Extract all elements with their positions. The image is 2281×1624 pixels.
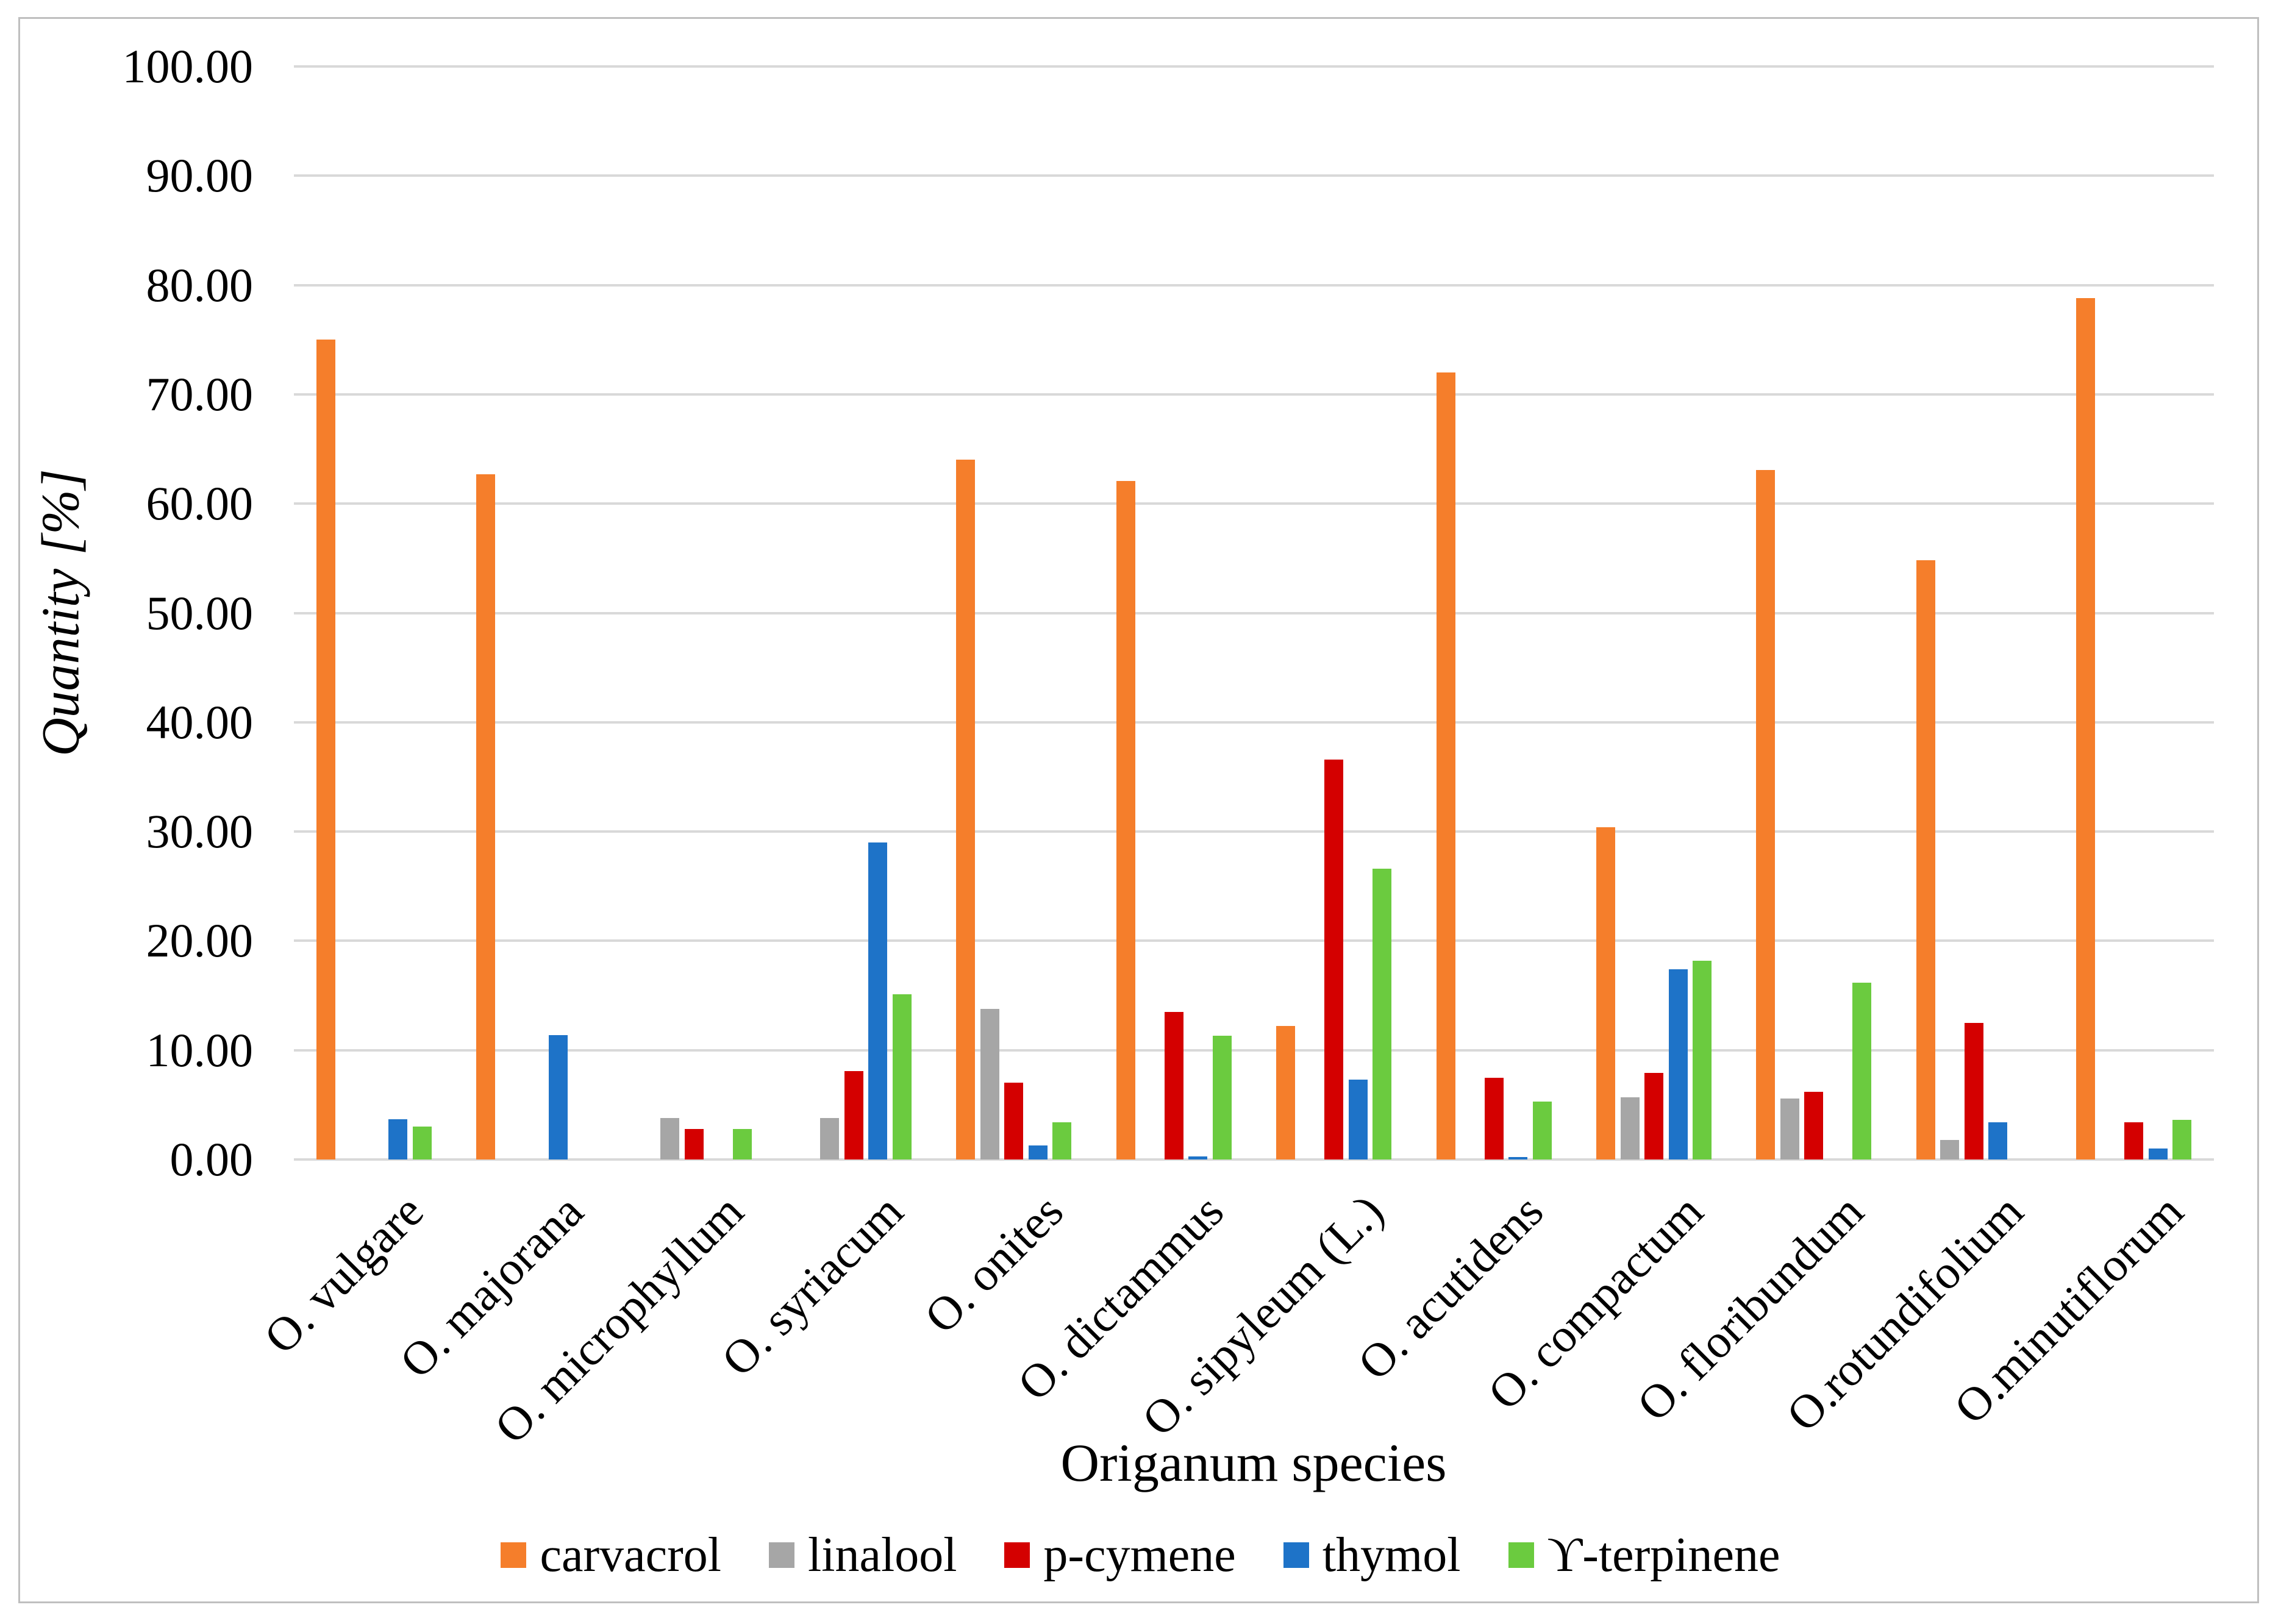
bar-ϒ-terpinene-O._compactum	[1693, 960, 1712, 1159]
legend-item: p-cymene	[1004, 1527, 1236, 1583]
bar-ϒ-terpinene-O._onites	[1052, 1122, 1072, 1159]
chart-border	[18, 17, 2259, 1603]
bar-thymol-O._sipyleum_(L.)	[1348, 1080, 1368, 1159]
bar-linalool-O._floribundum	[1780, 1098, 1799, 1159]
gridline	[294, 65, 2214, 68]
bar-carvacrol-O._compactum	[1596, 827, 1616, 1159]
bar-ϒ-terpinene-O._dictammus	[1212, 1036, 1232, 1159]
bar-carvacrol-O._majorana	[476, 474, 496, 1159]
gridline	[294, 830, 2214, 833]
gridline	[294, 1049, 2214, 1052]
gridline	[294, 283, 2214, 287]
bar-linalool-O._microphyllum	[660, 1117, 680, 1159]
bar-p-cymene-O._compactum	[1644, 1073, 1664, 1159]
legend-label: ϒ-terpinene	[1547, 1528, 1780, 1582]
bar-carvacrol-O._onites	[956, 460, 976, 1159]
y-axis-tick-label: 70.00	[146, 367, 254, 421]
y-axis-tick-label: 100.00	[122, 40, 254, 93]
gridline	[294, 174, 2214, 177]
legend-item: ϒ-terpinene	[1508, 1527, 1780, 1583]
bar-linalool-O.rotundifolium	[1940, 1139, 1960, 1159]
bar-carvacrol-O._vulgare	[316, 340, 335, 1159]
y-axis-title: Quantity [%]	[31, 469, 91, 757]
bar-p-cymene-O._microphyllum	[684, 1128, 704, 1159]
gridline	[294, 721, 2214, 724]
bar-p-cymene-O._dictammus	[1164, 1011, 1183, 1159]
bar-ϒ-terpinene-O._vulgare	[412, 1127, 432, 1159]
bar-ϒ-terpinene-O._sipyleum_(L.)	[1373, 869, 1392, 1159]
y-axis-tick-label: 80.00	[146, 258, 254, 312]
legend-swatch-icon	[1283, 1542, 1309, 1568]
bar-thymol-O._vulgare	[388, 1119, 408, 1159]
bar-p-cymene-O.rotundifolium	[1964, 1022, 1983, 1159]
bar-carvacrol-O.minutiflorum	[2076, 298, 2096, 1159]
bar-carvacrol-O.rotundifolium	[1916, 560, 1935, 1159]
legend-item: thymol	[1283, 1527, 1461, 1583]
bar-linalool-O._onites	[980, 1008, 999, 1159]
bar-thymol-O.minutiflorum	[2148, 1149, 2168, 1159]
bar-ϒ-terpinene-O._syriacum	[892, 994, 912, 1159]
gridline	[294, 502, 2214, 505]
legend-label: carvacrol	[540, 1528, 721, 1582]
bar-p-cymene-O._acutidens	[1484, 1077, 1504, 1159]
legend-swatch-icon	[1508, 1542, 1534, 1568]
x-axis-baseline	[294, 1158, 2214, 1161]
bar-p-cymene-O._floribundum	[1804, 1091, 1824, 1159]
legend-swatch-icon	[501, 1542, 527, 1568]
bar-p-cymene-O._onites	[1004, 1083, 1024, 1159]
bar-p-cymene-O._syriacum	[844, 1070, 863, 1159]
bar-thymol-O._compactum	[1668, 969, 1688, 1159]
legend-swatch-icon	[769, 1542, 794, 1568]
legend-item: carvacrol	[501, 1527, 721, 1583]
y-axis-tick-label: 60.00	[146, 477, 254, 530]
legend: carvacrol linalool p-cymene thymol ϒ-terpine…	[0, 1527, 2281, 1583]
bar-p-cymene-O._sipyleum_(L.)	[1324, 759, 1344, 1159]
bar-ϒ-terpinene-O._microphyllum	[732, 1128, 752, 1159]
legend-item: linalool	[769, 1527, 957, 1583]
bar-ϒ-terpinene-O._floribundum	[1852, 982, 1872, 1159]
y-axis-tick-label: 50.00	[146, 586, 254, 639]
bar-carvacrol-O._floribundum	[1756, 469, 1776, 1159]
bar-ϒ-terpinene-O.minutiflorum	[2172, 1120, 2192, 1159]
y-axis-tick-label: 40.00	[146, 695, 254, 749]
gridline	[294, 611, 2214, 614]
bar-linalool-O._compactum	[1620, 1097, 1640, 1159]
legend-swatch-icon	[1004, 1542, 1030, 1568]
bar-thymol-O._onites	[1028, 1145, 1048, 1159]
bar-thymol-O._majorana	[548, 1035, 568, 1159]
bar-ϒ-terpinene-O._acutidens	[1532, 1101, 1552, 1159]
legend-label: linalool	[808, 1528, 957, 1582]
y-axis-tick-label: 20.00	[146, 914, 254, 967]
bar-p-cymene-O.minutiflorum	[2124, 1122, 2144, 1159]
legend-label: p-cymene	[1043, 1528, 1236, 1582]
y-axis-tick-label: 30.00	[146, 805, 254, 858]
bar-thymol-O.rotundifolium	[1988, 1122, 2008, 1159]
y-axis-tick-label: 10.00	[146, 1023, 254, 1077]
gridline	[294, 393, 2214, 396]
gridline	[294, 939, 2214, 942]
bar-carvacrol-O._sipyleum_(L.)	[1276, 1026, 1296, 1159]
y-axis-tick-label: 0.00	[170, 1133, 254, 1186]
bar-linalool-O._syriacum	[820, 1117, 840, 1159]
x-axis-title: Origanum species	[1060, 1434, 1447, 1493]
bar-thymol-O._acutidens	[1508, 1157, 1528, 1159]
y-axis-tick-label: 90.00	[146, 149, 254, 202]
legend-label: thymol	[1322, 1528, 1461, 1582]
bar-carvacrol-O._dictammus	[1116, 480, 1135, 1159]
bar-thymol-O._dictammus	[1188, 1156, 1208, 1159]
bar-carvacrol-O._acutidens	[1436, 372, 1455, 1159]
bar-thymol-O._syriacum	[868, 842, 888, 1159]
